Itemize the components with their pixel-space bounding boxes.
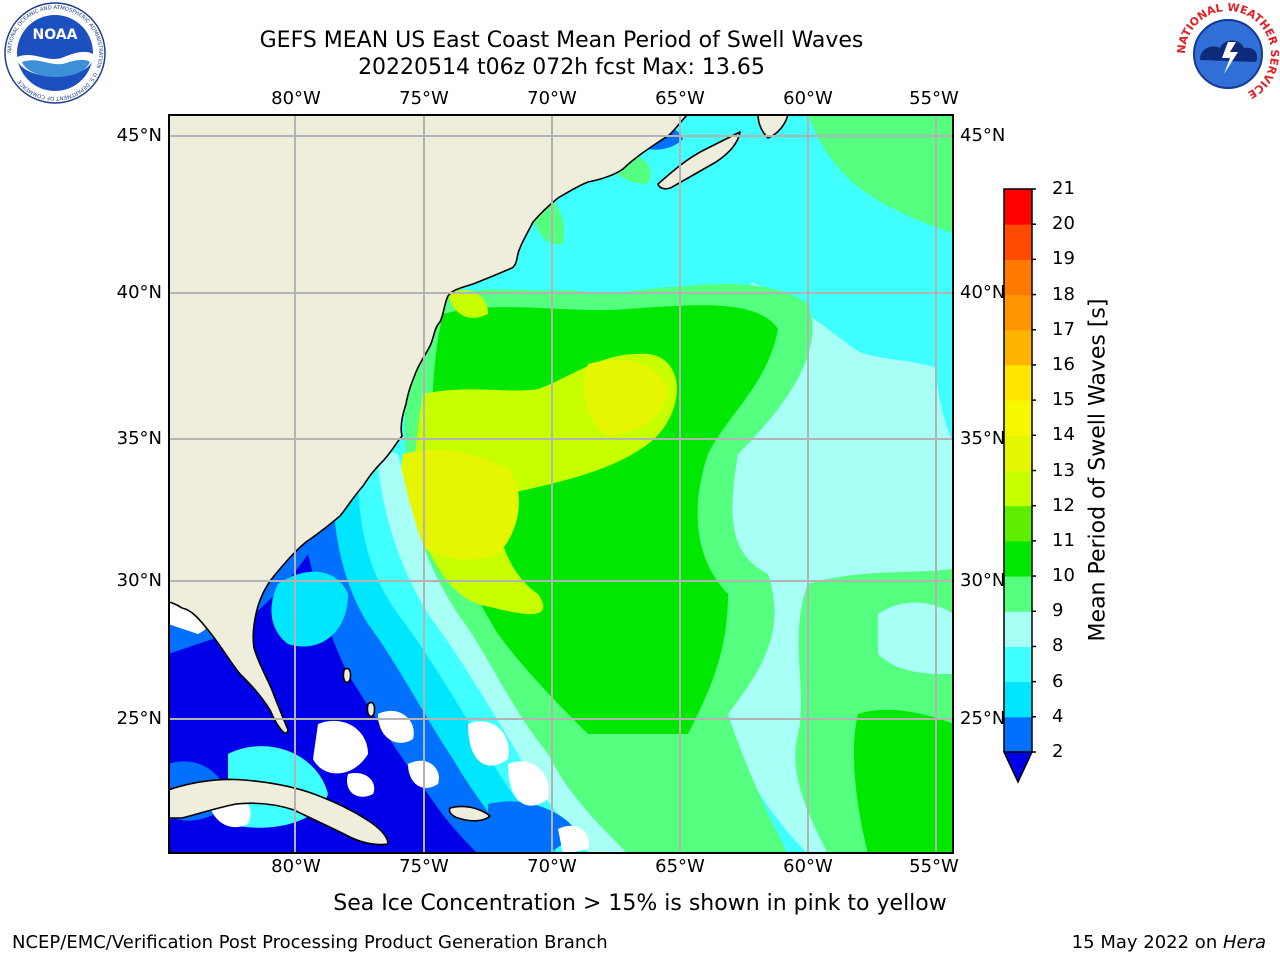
colorbar (1002, 188, 1036, 784)
bahamas-island-2 (366, 701, 376, 718)
lon-label-top: 60°W (783, 88, 833, 109)
no-data-areas (168, 584, 589, 854)
lon-label-bottom: 70°W (527, 856, 577, 877)
sea-ice-note: Sea Ice Concentration > 15% is shown in … (333, 891, 947, 916)
lon-label-bottom: 60°W (783, 856, 833, 877)
lat-label-left: 35°N (116, 428, 162, 449)
colorbar-level-label: 11 (1052, 529, 1075, 551)
colorbar-level-label: 15 (1052, 389, 1075, 411)
colorbar-title: Mean Period of Swell Waves [s] (1085, 298, 1111, 642)
lat-label-right: 45°N (960, 125, 1006, 146)
bahamas-island (342, 667, 352, 684)
colorbar-level-label: 17 (1052, 318, 1075, 340)
colorbar-segment (1004, 189, 1032, 225)
colorbar-level-label: 19 (1052, 248, 1075, 270)
colorbar-level-label: 10 (1052, 565, 1075, 587)
lat-label-left: 25°N (116, 708, 162, 729)
lat-label-left: 45°N (116, 125, 162, 146)
colorbar-level-label: 14 (1052, 424, 1075, 446)
lon-label-bottom: 75°W (399, 856, 449, 877)
colorbar-level-label: 21 (1052, 178, 1075, 199)
colorbar-segment (1004, 364, 1032, 401)
colorbar-level-label: 6 (1052, 670, 1064, 692)
north-america-coast (168, 114, 689, 734)
newfoundland (757, 114, 789, 139)
colorbar-segment (1004, 576, 1032, 612)
colorbar-segment (1004, 470, 1032, 507)
land-areas (168, 114, 789, 846)
lat-label-left: 30°N (116, 570, 162, 591)
colorbar-segment (1004, 259, 1032, 296)
colorbar-level-label: 13 (1052, 459, 1075, 481)
date-stamp: 15 May 2022 on Hera (1072, 932, 1266, 954)
lon-label-top: 75°W (399, 88, 449, 109)
colorbar-level-label: 9 (1052, 600, 1064, 622)
colorbar-level-label: 20 (1052, 213, 1075, 235)
lat-label-right: 40°N (960, 282, 1006, 303)
colorbar-segment (1004, 611, 1032, 647)
lon-label-top: 80°W (271, 88, 321, 109)
colorbar-extend-arrow (1002, 751, 1034, 784)
map-title: GEFS MEAN US East Coast Mean Period of S… (259, 28, 864, 53)
colorbar-segment (1004, 294, 1032, 331)
colorbar-segment (1004, 716, 1032, 753)
colorbar-segment (1004, 681, 1032, 718)
lon-label-top: 70°W (527, 88, 577, 109)
map-frame (168, 114, 954, 854)
colorbar-segment (1004, 505, 1032, 542)
lat-label-left: 40°N (116, 282, 162, 303)
lon-label-bottom: 55°W (909, 856, 959, 877)
noaa-logo-icon: NOAA NATIONAL OCEANIC AND ATMOSPHERIC AD… (4, 2, 106, 104)
noaa-logo-label: NOAA (33, 27, 78, 43)
colorbar-level-label: 4 (1052, 705, 1064, 727)
lon-label-bottom: 80°W (271, 856, 321, 877)
nws-logo-icon: NATIONAL WEATHER SERVICE (1176, 2, 1280, 105)
lon-label-top: 65°W (655, 88, 705, 109)
host-name: Hera (1222, 932, 1266, 953)
colorbar-segment (1004, 540, 1032, 577)
map-subtitle: 20220514 t06z 072h fcst Max: 13.65 (358, 55, 765, 80)
hispaniola (448, 805, 491, 822)
nova-scotia (657, 131, 741, 190)
colorbar-level-label: 16 (1052, 353, 1075, 375)
colorbar-level-label: 12 (1052, 494, 1075, 516)
colorbar-segment (1004, 435, 1032, 471)
date-text: 15 May 2022 on (1071, 932, 1223, 953)
colorbar-segment (1004, 646, 1032, 683)
lon-label-bottom: 65°W (655, 856, 705, 877)
colorbar-level-label: 2 (1052, 741, 1064, 762)
lat-lon-grid (168, 114, 954, 854)
cuba (168, 778, 389, 846)
lat-label-right: 35°N (960, 428, 1006, 449)
credit-text: NCEP/EMC/Verification Post Processing Pr… (12, 932, 608, 953)
swell-period-map (168, 114, 954, 854)
lat-label-right: 25°N (960, 708, 1006, 729)
lat-label-right: 30°N (960, 570, 1006, 591)
colorbar-segment (1004, 400, 1032, 436)
colorbar-segment (1004, 224, 1032, 260)
colorbar-segment (1004, 329, 1032, 366)
colorbar-level-label: 8 (1052, 635, 1064, 657)
lon-label-top: 55°W (909, 88, 959, 109)
colorbar-level-label: 18 (1052, 283, 1075, 305)
